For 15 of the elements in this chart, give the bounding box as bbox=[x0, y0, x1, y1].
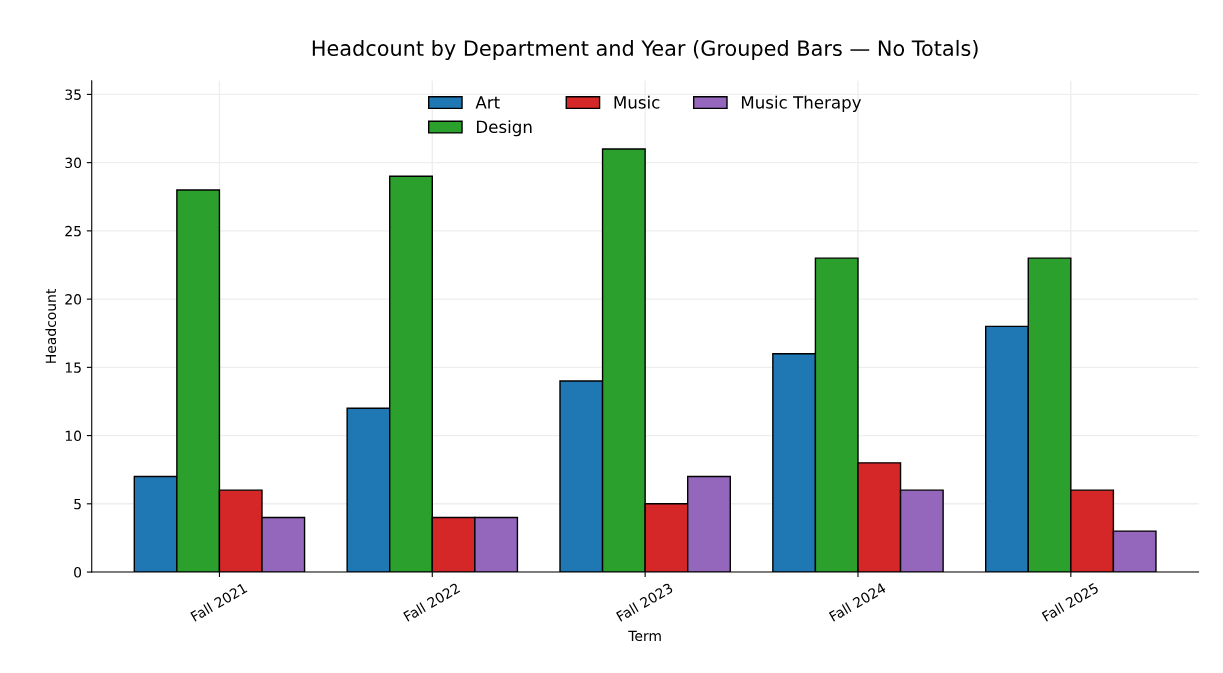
y-tick-label: 15 bbox=[65, 362, 81, 373]
chart-title: Headcount by Department and Year (Grouped Bars — No Totals) bbox=[312, 39, 978, 61]
y-tick-label: 10 bbox=[65, 430, 82, 442]
legend-label: Music bbox=[614, 95, 660, 109]
legend-label: Art bbox=[475, 96, 500, 109]
y-tick-label: 5 bbox=[74, 498, 81, 510]
y-tick-label: 20 bbox=[65, 294, 82, 305]
x-axis-title: Term bbox=[628, 630, 661, 642]
y-tick-label: 0 bbox=[74, 567, 82, 578]
y-tick-label: 35 bbox=[65, 89, 81, 100]
y-axis-title: Headcount bbox=[45, 288, 57, 363]
legend-label: Music Therapy bbox=[741, 95, 862, 112]
y-tick-label: 30 bbox=[65, 157, 82, 169]
legend-label: Design bbox=[477, 120, 532, 137]
y-tick-label: 25 bbox=[65, 225, 81, 237]
